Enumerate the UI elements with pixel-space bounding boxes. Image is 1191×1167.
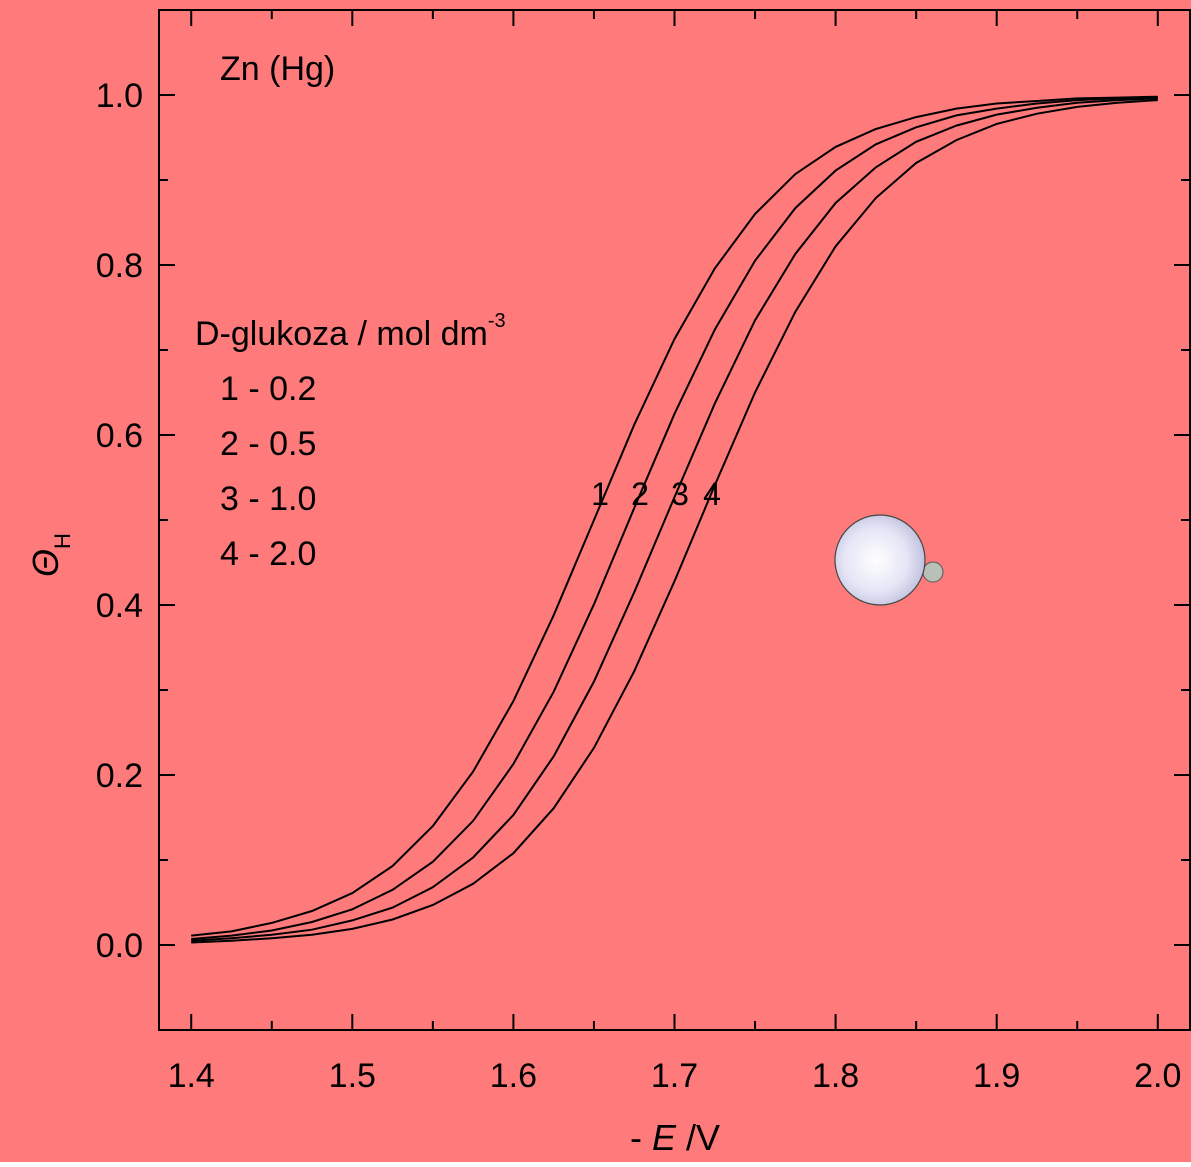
legend-entry: 3 - 1.0	[220, 480, 316, 518]
legend-entry: 1 - 0.2	[220, 370, 316, 408]
curve	[191, 99, 1158, 944]
y-tick-label: 1.0	[96, 77, 143, 115]
y-axis-title-symbol: Θ	[25, 549, 66, 577]
x-axis-title-part: /V	[676, 1117, 720, 1158]
curve-label: 2	[631, 476, 649, 512]
annotation: Zn (Hg)	[220, 50, 335, 88]
curve	[191, 95, 1158, 937]
y-tick-label: 0.8	[96, 247, 143, 285]
small-sphere	[922, 561, 944, 583]
x-tick-label: 1.4	[168, 1057, 215, 1095]
legend-title: D-glukoza / mol dm-3	[195, 310, 506, 353]
y-axis-title-sub: H	[50, 533, 75, 549]
x-tick-label: 2.0	[1134, 1057, 1181, 1095]
legend-entry: 2 - 0.5	[220, 425, 316, 463]
y-tick-label: 0.6	[96, 417, 143, 455]
x-tick-label: 1.9	[973, 1057, 1020, 1095]
curve	[191, 97, 1158, 942]
legend-title-text: D-glukoza / mol dm	[195, 315, 488, 353]
x-axis-title-part: -	[630, 1117, 652, 1158]
curve-label: 1	[591, 476, 609, 512]
curve	[191, 96, 1158, 940]
x-tick-label: 1.7	[651, 1057, 698, 1095]
x-axis-title-symbol: E	[652, 1117, 677, 1158]
curve-label: 4	[703, 476, 721, 512]
legend-title-sup: -3	[488, 310, 506, 332]
x-axis-title: - E /V	[630, 1117, 720, 1158]
x-tick-label: 1.8	[812, 1057, 859, 1095]
y-axis-title: ΘH	[25, 533, 75, 577]
y-tick-label: 0.2	[96, 757, 143, 795]
x-tick-label: 1.6	[490, 1057, 537, 1095]
curve-label: 3	[671, 476, 689, 512]
x-tick-label: 1.5	[329, 1057, 376, 1095]
sphere	[834, 514, 926, 606]
y-tick-label: 0.4	[96, 587, 143, 625]
y-tick-label: 0.0	[96, 927, 143, 965]
legend-entry: 4 - 2.0	[220, 535, 316, 573]
